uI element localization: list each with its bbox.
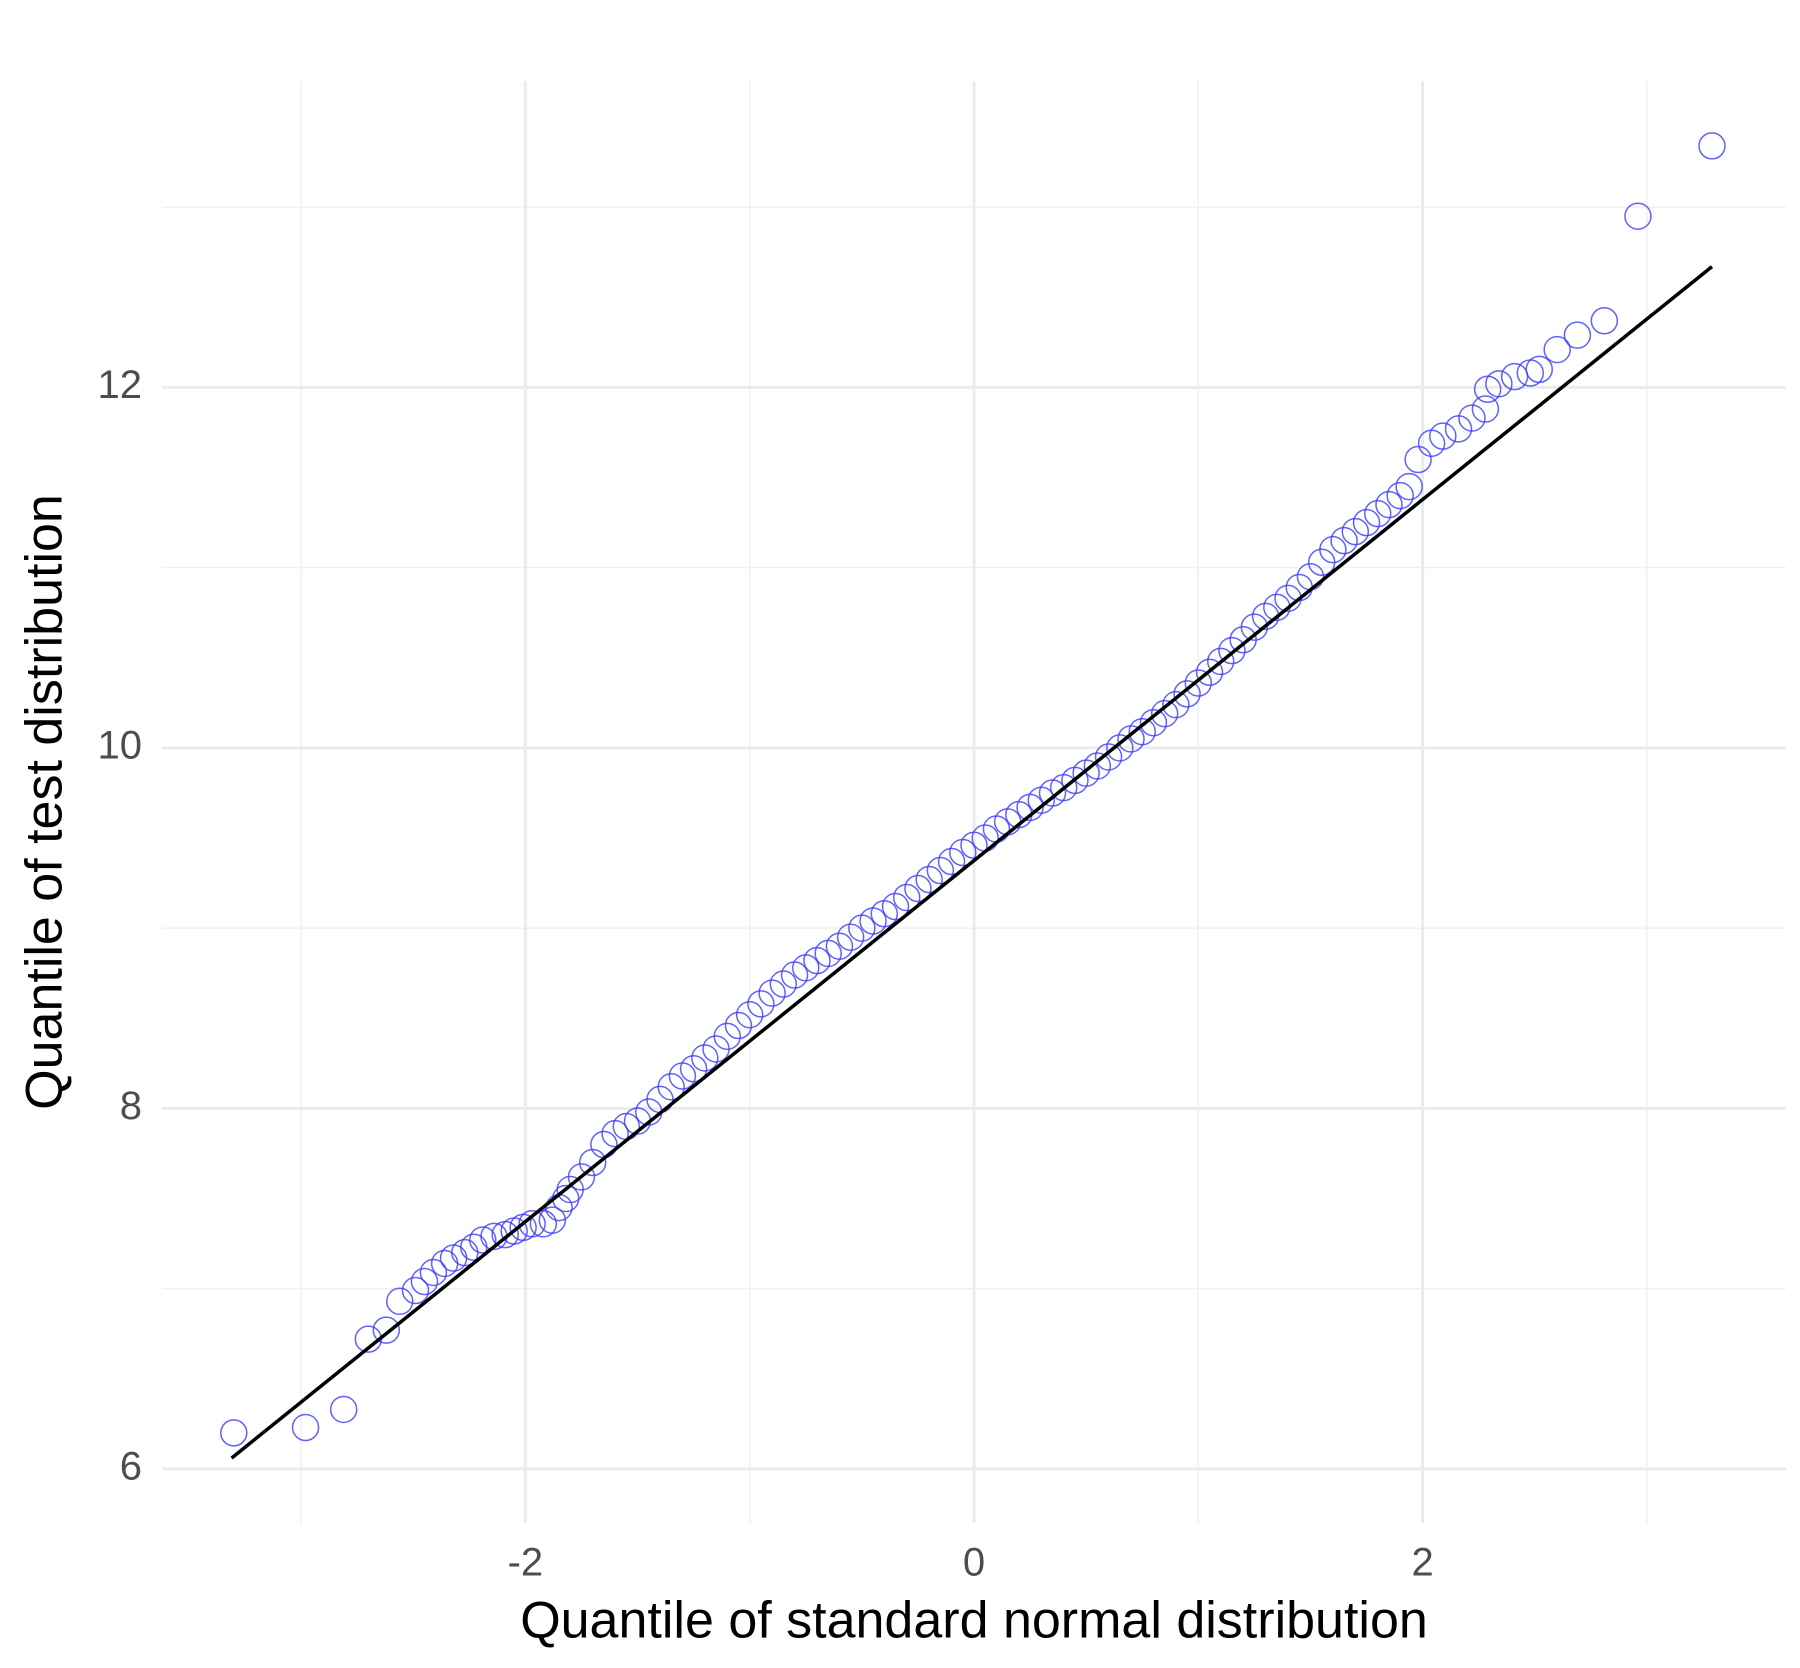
point <box>1543 335 1571 364</box>
point <box>915 865 943 894</box>
point <box>1525 355 1554 384</box>
point <box>825 932 854 960</box>
point <box>1458 404 1486 432</box>
point <box>1184 669 1213 697</box>
point <box>769 970 798 998</box>
point <box>1139 708 1168 737</box>
point <box>1590 306 1619 335</box>
point <box>1330 526 1358 555</box>
point <box>1563 321 1592 349</box>
point <box>691 1044 719 1072</box>
x-axis-title: Quantile of standard normal distribution <box>520 1592 1428 1650</box>
point <box>747 990 775 1018</box>
point <box>1386 481 1414 510</box>
point <box>1429 422 1457 450</box>
point <box>567 1163 596 1191</box>
point <box>1128 717 1156 746</box>
point <box>735 1000 764 1029</box>
x-tick-label: 0 <box>963 1541 985 1585</box>
point <box>758 979 786 1007</box>
point <box>1404 445 1432 474</box>
point <box>518 1210 546 1238</box>
point <box>904 874 932 903</box>
point <box>430 1249 459 1278</box>
point <box>1395 472 1423 501</box>
x-tick-label: -2 <box>508 1541 544 1585</box>
point <box>1173 680 1201 708</box>
point <box>836 923 865 951</box>
point <box>1698 132 1726 160</box>
point <box>713 1022 742 1051</box>
point <box>937 847 966 876</box>
y-tick-label: 10 <box>98 723 143 767</box>
point <box>1319 535 1347 564</box>
point <box>386 1287 414 1316</box>
point <box>679 1055 708 1083</box>
point <box>1162 690 1190 719</box>
point <box>1375 490 1403 519</box>
point <box>372 1316 401 1344</box>
point <box>1106 734 1134 762</box>
point <box>538 1206 567 1234</box>
point <box>1218 636 1246 665</box>
point <box>1206 647 1235 676</box>
point <box>1471 395 1500 423</box>
point <box>926 856 955 885</box>
point <box>590 1130 618 1159</box>
point <box>401 1276 430 1305</box>
point <box>410 1267 439 1296</box>
point <box>1624 202 1652 230</box>
x-tick-label: 2 <box>1411 1541 1433 1585</box>
y-tick-label: 8 <box>120 1084 142 1128</box>
point <box>220 1419 248 1447</box>
point <box>1485 370 1513 398</box>
point <box>1500 362 1529 391</box>
point <box>1341 517 1370 546</box>
point <box>1364 499 1392 528</box>
point <box>291 1413 320 1442</box>
point <box>1150 699 1179 728</box>
point <box>881 892 910 921</box>
point <box>1352 508 1381 537</box>
point <box>469 1226 497 1254</box>
point <box>329 1395 358 1424</box>
point <box>892 883 921 912</box>
reference-line <box>230 265 1714 1460</box>
point <box>1094 743 1123 771</box>
y-tick-label: 12 <box>98 363 143 407</box>
point <box>657 1073 685 1101</box>
point <box>1083 752 1112 780</box>
y-tick-label: 6 <box>120 1444 142 1488</box>
point <box>1240 613 1269 641</box>
point <box>419 1258 448 1287</box>
y-axis-title: Quantile of test distribution <box>16 494 74 1110</box>
point <box>1195 658 1224 686</box>
point <box>724 1011 753 1040</box>
